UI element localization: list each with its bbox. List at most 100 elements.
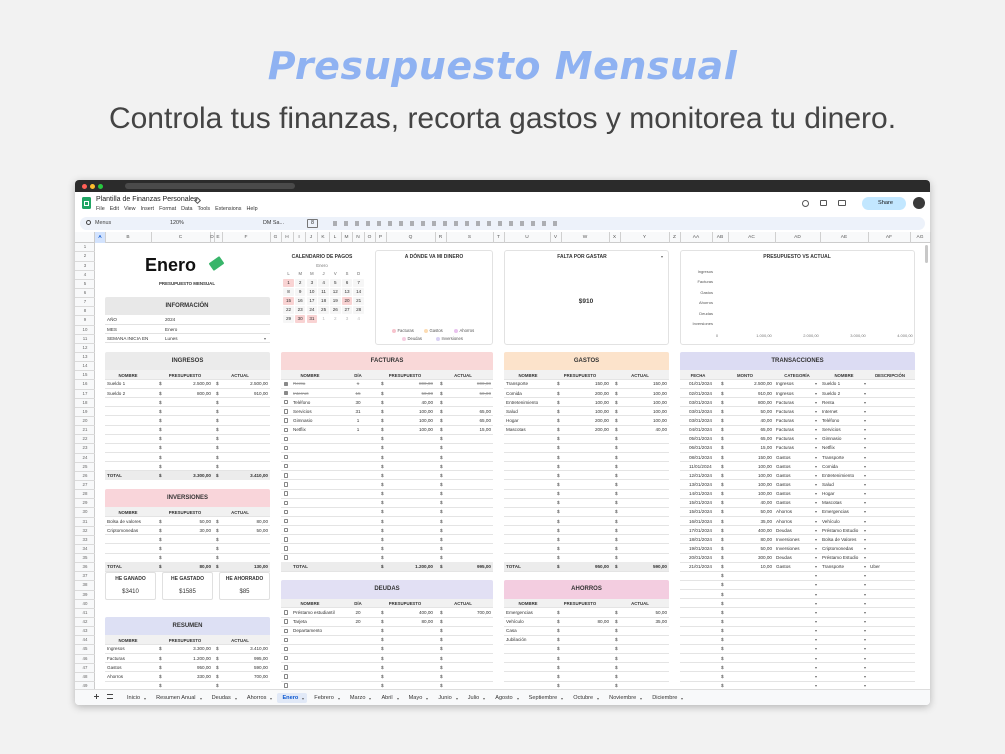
all-sheets[interactable]: [107, 694, 113, 699]
checkbox[interactable]: [284, 637, 289, 643]
document-title[interactable]: Plantilla de Finanzas Personales: [96, 196, 198, 203]
row-line: [281, 378, 493, 380]
row-line: [281, 534, 493, 535]
sheet-tab[interactable]: Septiembre: [524, 693, 567, 703]
row-line: [281, 616, 493, 618]
menu-item[interactable]: View: [123, 206, 136, 212]
zoom[interactable]: 120%: [170, 220, 184, 226]
share-button[interactable]: [862, 197, 906, 210]
maximize-dot[interactable]: [98, 184, 103, 189]
checkbox[interactable]: [284, 445, 289, 451]
cell: Deudas: [776, 555, 792, 561]
checkbox[interactable]: [284, 665, 289, 670]
checkbox[interactable]: [284, 518, 289, 524]
checkbox[interactable]: [284, 482, 289, 487]
sheet-tab[interactable]: Octubre: [568, 693, 602, 703]
checkbox[interactable]: [284, 454, 289, 460]
share-label[interactable]: Share: [878, 200, 893, 206]
checkbox[interactable]: [284, 427, 289, 432]
currency: $: [440, 555, 443, 561]
row-line: [680, 561, 915, 563]
corner-cell: [75, 232, 95, 243]
sheet-tab[interactable]: Agosto: [490, 693, 521, 703]
row-line: [281, 662, 493, 663]
menu-item[interactable]: Tools: [197, 206, 211, 212]
font-size[interactable]: 8: [311, 220, 314, 226]
sheet-tab[interactable]: Junio: [433, 693, 460, 703]
sheet-tab[interactable]: Diciembre: [647, 693, 686, 703]
checkbox[interactable]: [284, 381, 289, 387]
close-dot[interactable]: [82, 184, 87, 189]
column-header: DÍA: [354, 372, 362, 378]
checkbox[interactable]: [284, 418, 289, 423]
menu-item[interactable]: Help: [246, 206, 258, 212]
sheet-tab[interactable]: Julio: [463, 693, 489, 703]
checkbox[interactable]: [284, 528, 289, 533]
checkbox[interactable]: [284, 628, 289, 633]
sheet-tab[interactable]: Noviembre: [604, 693, 645, 703]
minimize-dot[interactable]: [90, 184, 95, 189]
search-label[interactable]: Menus: [95, 220, 112, 226]
checkbox[interactable]: [284, 537, 289, 542]
checkbox[interactable]: [284, 646, 289, 652]
weekday: M: [298, 271, 302, 276]
sheet-tab[interactable]: Mayo: [404, 693, 432, 703]
currency: $: [557, 664, 560, 670]
cell: Renta: [822, 399, 835, 405]
sheet-tab[interactable]: Abril: [376, 693, 401, 703]
cell: 700,00: [476, 609, 491, 615]
checkbox[interactable]: [284, 509, 289, 515]
menu-item[interactable]: Format: [159, 206, 177, 212]
history-icon[interactable]: [802, 200, 809, 207]
checkbox[interactable]: [284, 610, 289, 615]
currency: $: [381, 683, 384, 689]
checkbox[interactable]: [284, 409, 289, 414]
checkbox[interactable]: [284, 500, 289, 505]
url-bar[interactable]: [125, 183, 295, 189]
row-number: 40: [82, 600, 88, 606]
checkbox[interactable]: [284, 390, 289, 396]
checkbox[interactable]: [284, 400, 289, 405]
menu-item[interactable]: File: [96, 206, 105, 212]
sheet-tab[interactable]: Enero: [277, 693, 308, 703]
font-size-box[interactable]: [307, 219, 318, 228]
menu-item[interactable]: Extensions: [215, 206, 242, 212]
sheet-tab[interactable]: Ahorros: [242, 693, 276, 703]
checkbox[interactable]: [284, 555, 289, 560]
checkbox[interactable]: [284, 674, 289, 679]
sheet-tab[interactable]: Deudas: [207, 693, 240, 703]
menu-item[interactable]: Data: [181, 206, 193, 212]
checkbox[interactable]: [284, 464, 289, 469]
cell: Netflix: [293, 427, 306, 433]
cell: 800,00: [196, 390, 211, 396]
checkbox[interactable]: [284, 619, 289, 624]
add-sheet-v[interactable]: [96, 694, 97, 699]
calendar-day: 24: [309, 307, 315, 312]
dropdown-arrow: [815, 557, 817, 560]
checkbox[interactable]: [284, 436, 289, 442]
menu-item[interactable]: Edit: [109, 206, 119, 212]
sheet-tab[interactable]: Resumen Anual: [151, 693, 205, 703]
checkbox[interactable]: [284, 656, 289, 661]
font-picker[interactable]: DM Sa...: [263, 220, 284, 226]
menu-item[interactable]: Insert: [140, 206, 155, 212]
checkbox[interactable]: [284, 473, 289, 478]
sheet-tab[interactable]: Febrero: [309, 693, 343, 703]
checkbox[interactable]: [284, 491, 289, 496]
search-icon[interactable]: [86, 220, 91, 225]
dropdown-arrow: [864, 529, 866, 532]
row-line: [680, 552, 915, 554]
sheet-tab[interactable]: Inicio: [122, 693, 149, 703]
checkbox[interactable]: [284, 683, 289, 688]
row-number: 23: [82, 445, 88, 451]
row-number: 9: [83, 317, 87, 323]
checkbox[interactable]: [284, 546, 289, 551]
comment-icon[interactable]: [820, 200, 827, 206]
sheet-tab[interactable]: Marzo: [345, 693, 375, 703]
avatar[interactable]: [913, 197, 925, 209]
column-header: ACTUAL: [454, 601, 472, 607]
cell: Teléfono: [822, 417, 840, 423]
column-header-row: [105, 370, 270, 380]
meet-icon[interactable]: [838, 200, 846, 206]
calendar-day: 27: [344, 307, 350, 312]
